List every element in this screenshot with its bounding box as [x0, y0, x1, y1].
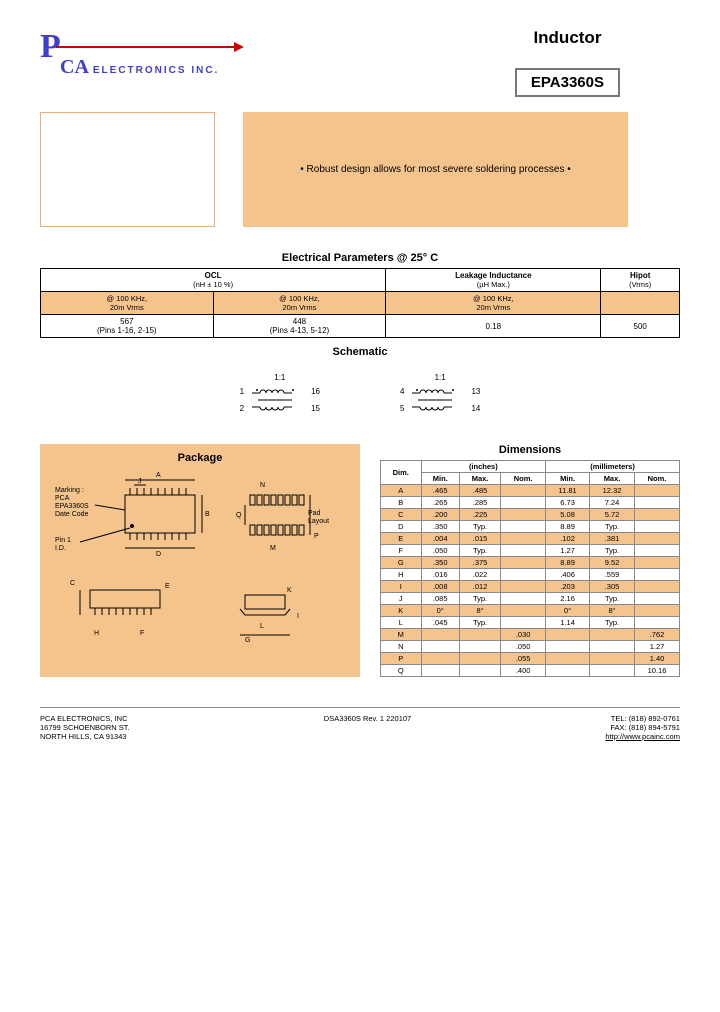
svg-text:B: B	[205, 511, 210, 518]
table-row: F.050Typ.1.27Typ.	[381, 545, 680, 557]
cond-cell	[601, 292, 680, 315]
svg-text:N: N	[260, 482, 265, 489]
schematic-block: 1:1 1 2 16 15 1:1	[40, 373, 680, 414]
svg-text:P: P	[314, 533, 319, 540]
footer-left: PCA ELECTRONICS, INC 16799 SCHOENBORN ST…	[40, 714, 130, 741]
dimensions-block: Dimensions Dim. (inches) (millimeters) M…	[380, 444, 680, 677]
svg-text:J: J	[138, 478, 142, 485]
svg-text:C: C	[70, 580, 75, 587]
table-row: E.004.015.102.381	[381, 533, 680, 545]
table-row: B.265.2856.737.24	[381, 497, 680, 509]
package-box: Package A J B D Marking : PCA EPA3360S D…	[40, 444, 360, 677]
val-cell: 567(Pins 1-16, 2-15)	[41, 315, 214, 338]
table-row: K0°8°0°8°	[381, 605, 680, 617]
val-cell: 0.18	[386, 315, 601, 338]
logo: P CA ELECTRONICS INC.	[40, 28, 236, 79]
table-row: Q.40010.16	[381, 665, 680, 677]
table-row: D.350Typ.8.89Typ.	[381, 521, 680, 533]
cond-cell: @ 100 KHz,20m Vrms	[386, 292, 601, 315]
table-row: I.008.012.203.305	[381, 581, 680, 593]
footer-right: TEL: (818) 892-0761 FAX: (818) 894-5791 …	[605, 714, 680, 741]
table-row: H.016.022.406.559	[381, 569, 680, 581]
table-row: N.0501.27	[381, 641, 680, 653]
logo-sub: ELECTRONICS INC.	[93, 65, 219, 76]
elec-title: Electrical Parameters @ 25° C	[40, 252, 680, 264]
feature-box: • Robust design allows for most severe s…	[243, 112, 628, 227]
transformer-icon	[410, 386, 465, 414]
svg-text:Marking :: Marking :	[55, 487, 84, 494]
logo-ca: CA	[60, 56, 89, 79]
schematic-left: 1:1 1 2 16 15	[240, 373, 320, 414]
val-cell: 500	[601, 315, 680, 338]
footer: PCA ELECTRONICS, INC 16799 SCHOENBORN ST…	[40, 707, 680, 741]
dimensions-title: Dimensions	[380, 444, 680, 456]
svg-text:PCA: PCA	[55, 495, 70, 502]
package-title: Package	[48, 452, 352, 464]
part-number: EPA3360S	[515, 68, 620, 97]
table-row: M.030.762	[381, 629, 680, 641]
col-hipot: Hipot (Vrms)	[601, 269, 680, 292]
transformer-icon	[250, 386, 305, 414]
svg-text:E: E	[165, 583, 170, 590]
table-row: C.200.2255.085.72	[381, 509, 680, 521]
svg-text:H: H	[94, 630, 99, 637]
footer-mid: DSA3360S Rev. 1 220107	[324, 714, 411, 741]
header: P CA ELECTRONICS INC. Inductor EPA3360S	[40, 28, 680, 97]
table-row: J.085Typ.2.16Typ.	[381, 593, 680, 605]
table-row: G.350.3758.899.52	[381, 557, 680, 569]
dimensions-table: Dim. (inches) (millimeters) Min. Max. No…	[380, 460, 680, 677]
svg-text:Pin 1: Pin 1	[55, 537, 71, 544]
table-row: A.465.48511.8112.32	[381, 485, 680, 497]
col-leakage: Leakage Inductance (µH Max.)	[386, 269, 601, 292]
svg-text:Q: Q	[236, 512, 242, 519]
svg-text:G: G	[245, 637, 250, 644]
svg-text:D: D	[156, 551, 161, 558]
val-cell: 448(Pins 4-13, 5-12)	[213, 315, 386, 338]
cond-cell: @ 100 KHz,20m Vrms	[213, 292, 386, 315]
svg-text:M: M	[270, 545, 276, 552]
title-block: Inductor EPA3360S	[515, 28, 620, 97]
package-drawing: A J B D Marking : PCA EPA3360S Date Code…	[48, 470, 352, 660]
image-placeholder	[40, 112, 215, 227]
schematic-title: Schematic	[40, 346, 680, 358]
svg-text:I: I	[297, 613, 299, 620]
feature-text: • Robust design allows for most severe s…	[300, 164, 570, 175]
top-boxes: • Robust design allows for most severe s…	[40, 112, 680, 227]
svg-text:Date Code: Date Code	[55, 511, 89, 518]
svg-text:L: L	[260, 623, 264, 630]
svg-text:A: A	[156, 472, 161, 479]
table-row: L.045Typ.1.14Typ.	[381, 617, 680, 629]
svg-text:I.D.: I.D.	[55, 545, 66, 552]
logo-arrow	[56, 46, 236, 48]
svg-text:K: K	[287, 587, 292, 594]
svg-text:Layout: Layout	[308, 518, 329, 525]
svg-text:EPA3360S: EPA3360S	[55, 503, 89, 510]
schematic-right: 1:1 4 5 13 14	[400, 373, 480, 414]
svg-text:F: F	[140, 630, 144, 637]
doc-title: Inductor	[515, 28, 620, 48]
cond-cell: @ 100 KHz,20m Vrms	[41, 292, 214, 315]
elec-table: OCL (nH ± 10 %) Leakage Inductance (µH M…	[40, 268, 680, 338]
table-row: P.0551.40	[381, 653, 680, 665]
col-ocl: OCL (nH ± 10 %)	[41, 269, 386, 292]
